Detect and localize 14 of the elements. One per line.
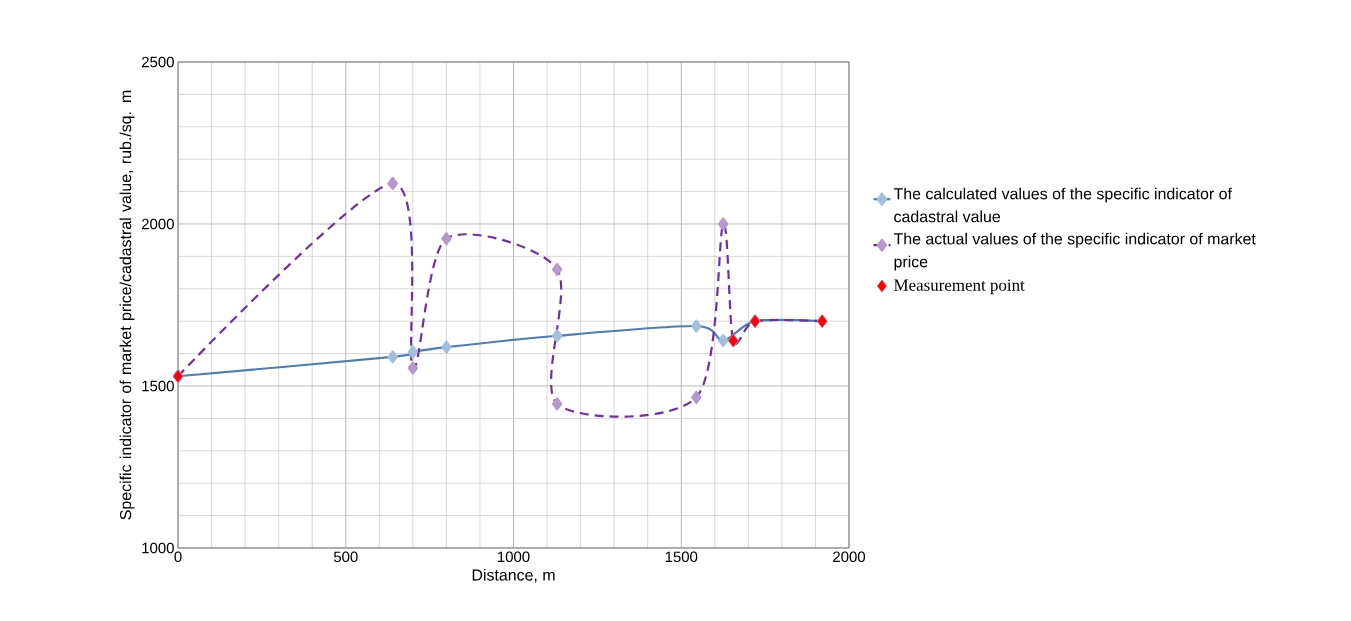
legend-label: The calculated values of the specific indicator of cadastral value — [893, 187, 1232, 223]
y-tick-label: 2500 — [142, 56, 174, 68]
x-tick-label: 2000 — [833, 551, 866, 563]
x-tick-label: 0 — [174, 551, 182, 563]
y-tick-label: 1000 — [142, 542, 174, 554]
x-tick-label: 1500 — [665, 551, 698, 563]
x-axis-title: Distance, m — [472, 568, 555, 583]
y-axis-title: Specific indicator of market price/cadastral value, rub./sq. m — [119, 90, 135, 520]
legend-label: Measurement point — [894, 279, 1025, 295]
x-tick-label: 500 — [333, 551, 358, 563]
y-tick-label: 2000 — [142, 218, 174, 230]
y-tick-label: 1500 — [142, 380, 174, 392]
x-tick-label: 1000 — [498, 551, 530, 563]
legend-label: The actual values of the specific indicator of market price — [893, 232, 1256, 271]
